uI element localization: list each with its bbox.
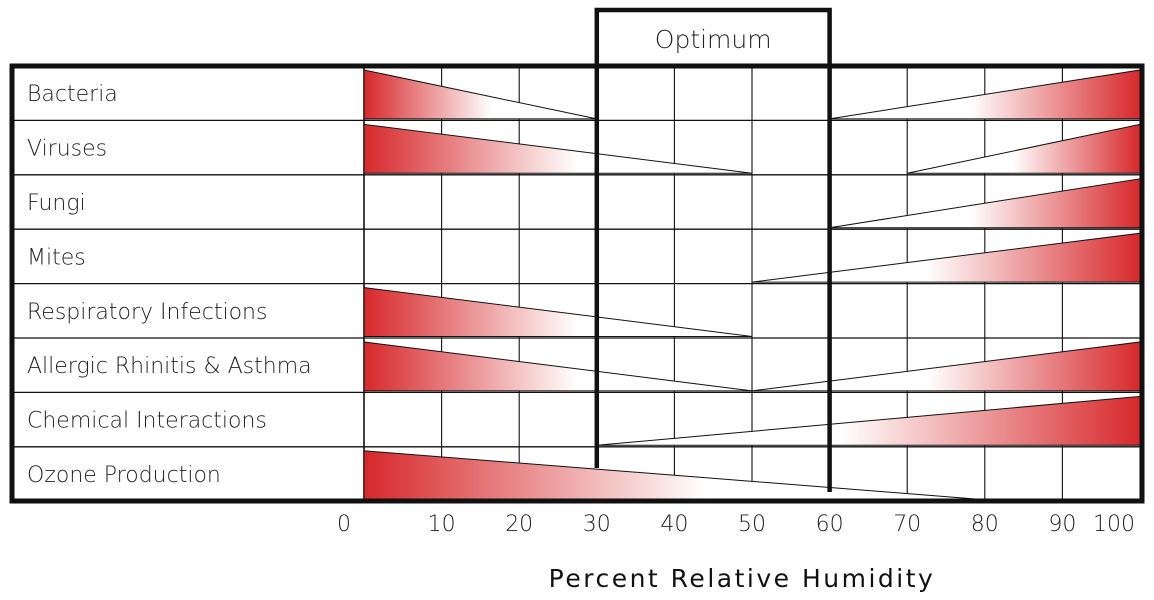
x-tick-label: 0 <box>337 512 351 537</box>
row-label: Viruses <box>27 137 107 162</box>
row-label: Chemical Interactions <box>27 409 267 434</box>
risk-band-triangle <box>363 287 753 337</box>
row-label: Bacteria <box>27 82 118 107</box>
x-tick-label: 20 <box>505 512 533 537</box>
risk-band-triangle <box>596 395 1141 446</box>
risk-band-triangle <box>751 341 1141 392</box>
x-tick-label: 60 <box>816 512 844 537</box>
row-labels: Bacteria Viruses Fungi Mites Respiratory Inf… <box>27 82 312 488</box>
x-tick-label: 80 <box>971 512 999 537</box>
risk-bands <box>363 69 1141 501</box>
x-tick-label: 70 <box>893 512 921 537</box>
risk-band-triangle <box>363 123 753 174</box>
x-tick-label: 10 <box>428 512 456 537</box>
row-separators <box>12 119 1142 448</box>
row-label: Respiratory Infections <box>27 300 267 325</box>
chart-frame <box>9 7 1145 504</box>
risk-band-triangle <box>751 232 1141 283</box>
risk-band-triangle <box>363 69 597 120</box>
x-tick-label: 50 <box>738 512 766 537</box>
x-tick-label: 30 <box>583 512 611 537</box>
row-label: Fungi <box>27 191 86 216</box>
row-label: Ozone Production <box>27 463 221 488</box>
row-label: Allergic Rhinitis & Asthma <box>27 354 312 379</box>
x-tick-label: 100 <box>1093 512 1135 537</box>
risk-band-triangle <box>907 123 1141 174</box>
x-tick-label: 40 <box>660 512 688 537</box>
outer-frame <box>9 63 1145 504</box>
risk-band-triangle <box>363 341 753 392</box>
x-tick-label: 90 <box>1048 512 1076 537</box>
row-label: Mites <box>27 245 86 270</box>
x-tick-labels: 0 10 20 30 40 50 60 70 80 90 100 <box>337 512 1135 537</box>
optimum-label: Optimum <box>655 25 772 54</box>
x-axis-title: Percent Relative Humidity <box>549 564 936 593</box>
